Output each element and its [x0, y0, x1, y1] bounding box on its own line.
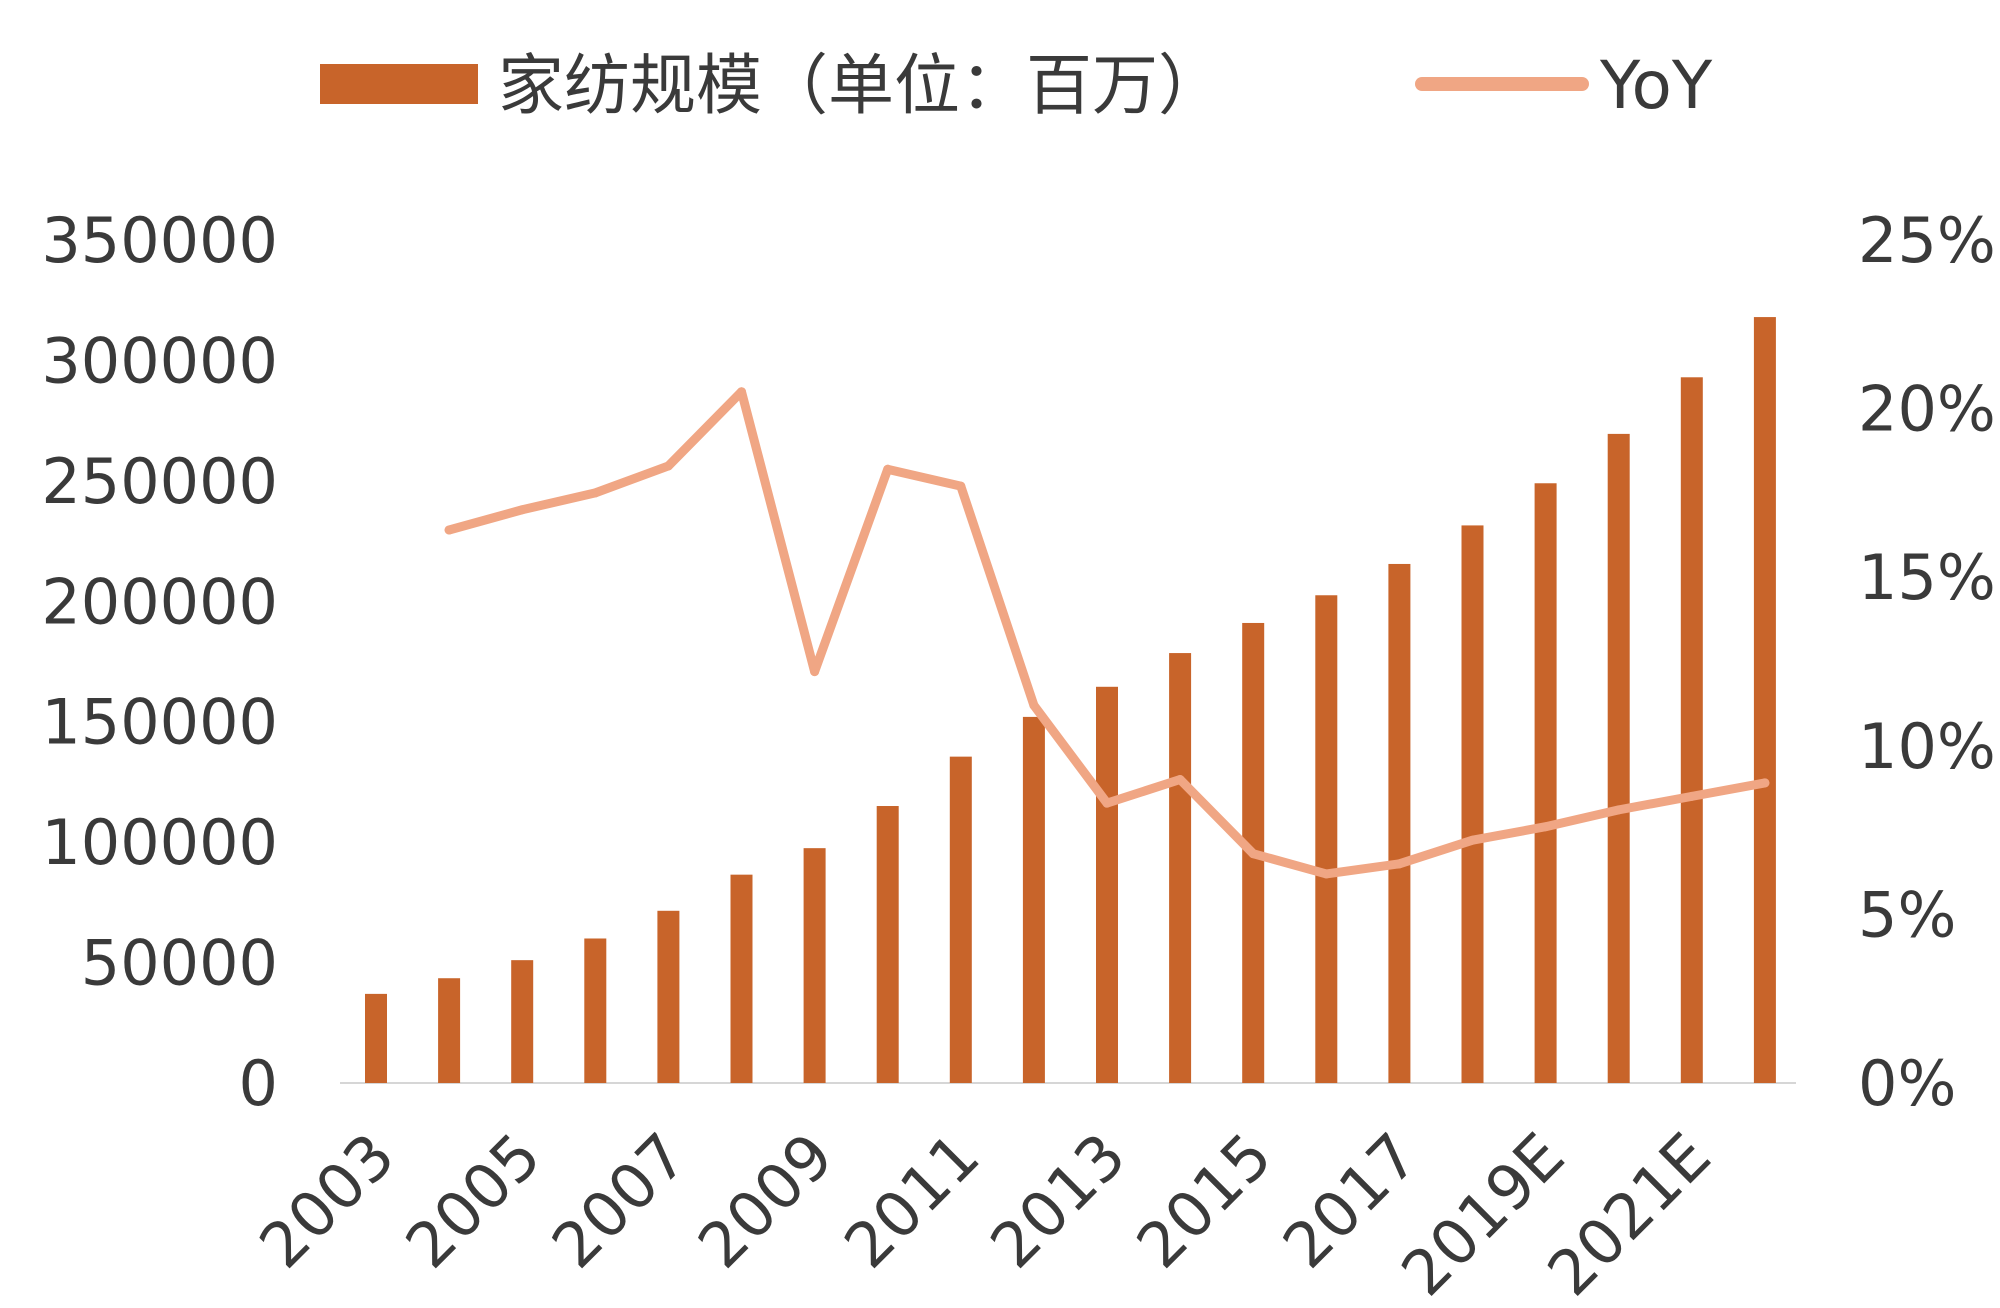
yoy-point [1029, 700, 1039, 710]
yoy-point [810, 667, 820, 677]
left-tick-label: 100000 [41, 806, 278, 879]
bar [365, 993, 387, 1083]
bar [1534, 483, 1557, 1083]
yoy-point [444, 525, 454, 535]
bar [1461, 525, 1484, 1083]
x-tick-label: 2021E [1534, 1119, 1725, 1308]
yoy-point [1175, 775, 1185, 785]
yoy-point [1541, 822, 1551, 832]
x-tick-label: 2007 [538, 1119, 701, 1282]
legend-bar-swatch [320, 64, 478, 104]
bar [511, 960, 534, 1083]
left-tick-label: 300000 [41, 324, 278, 397]
bar [1169, 653, 1192, 1083]
bar [1607, 433, 1630, 1083]
yoy-point [1468, 835, 1477, 845]
bar [657, 910, 680, 1083]
yoy-point [1248, 849, 1258, 859]
bar [1753, 317, 1776, 1083]
yoy-point [1394, 859, 1404, 869]
yoy-point [737, 387, 746, 397]
x-tick-label: 2011 [830, 1119, 993, 1282]
legend: 家纺规模（单位：百万） YoY [320, 47, 1713, 124]
right-tick-label: 15% [1858, 541, 1996, 614]
x-tick-label: 2003 [245, 1119, 408, 1282]
yoy-point [1614, 805, 1624, 815]
legend-line-label: YoY [1599, 47, 1713, 124]
bar [803, 848, 826, 1083]
left-tick-label: 200000 [41, 565, 278, 638]
yoy-series [444, 387, 1770, 879]
bar [1096, 686, 1118, 1083]
right-axis: 0% 5% 10% 15% 20% 25% [1858, 204, 1996, 1120]
x-axis: 200320052007200920112013201520172019E202… [245, 1119, 1724, 1308]
yoy-point [663, 461, 673, 471]
left-tick-label: 0 [239, 1047, 278, 1120]
x-tick-label: 2009 [684, 1119, 847, 1282]
bar [1315, 595, 1338, 1083]
bar [876, 806, 899, 1083]
right-tick-label: 20% [1858, 373, 1996, 446]
left-tick-label: 150000 [41, 686, 278, 759]
x-tick-label: 2015 [1123, 1119, 1286, 1282]
yoy-point [1102, 798, 1112, 808]
yoy-point [517, 505, 527, 515]
x-tick-label: 2019E [1387, 1119, 1578, 1308]
bar [438, 978, 461, 1083]
legend-bar-label: 家纺规模（单位：百万） [498, 47, 1224, 124]
bar [730, 874, 753, 1083]
right-tick-label: 10% [1858, 710, 1996, 783]
yoy-point [956, 481, 966, 491]
yoy-point [1321, 869, 1331, 879]
x-tick-label: 2013 [976, 1119, 1139, 1282]
yoy-point [883, 464, 893, 474]
bar [1388, 563, 1411, 1083]
bars [365, 317, 1776, 1083]
bar [1022, 716, 1045, 1083]
bar [584, 938, 607, 1083]
yoy-point [590, 488, 600, 498]
left-tick-label: 50000 [81, 927, 278, 1000]
bar [1680, 377, 1703, 1083]
left-axis: 0 50000 100000 150000 200000 250000 300000 3500… [41, 204, 278, 1120]
left-tick-label: 350000 [41, 204, 278, 277]
yoy-point [1687, 791, 1697, 801]
bar [949, 756, 972, 1083]
right-tick-label: 5% [1858, 878, 1956, 951]
right-tick-label: 25% [1858, 204, 1996, 277]
yoy-point [1760, 778, 1770, 788]
left-tick-label: 250000 [41, 445, 278, 518]
right-tick-label: 0% [1858, 1047, 1956, 1120]
x-tick-label: 2005 [392, 1119, 555, 1282]
